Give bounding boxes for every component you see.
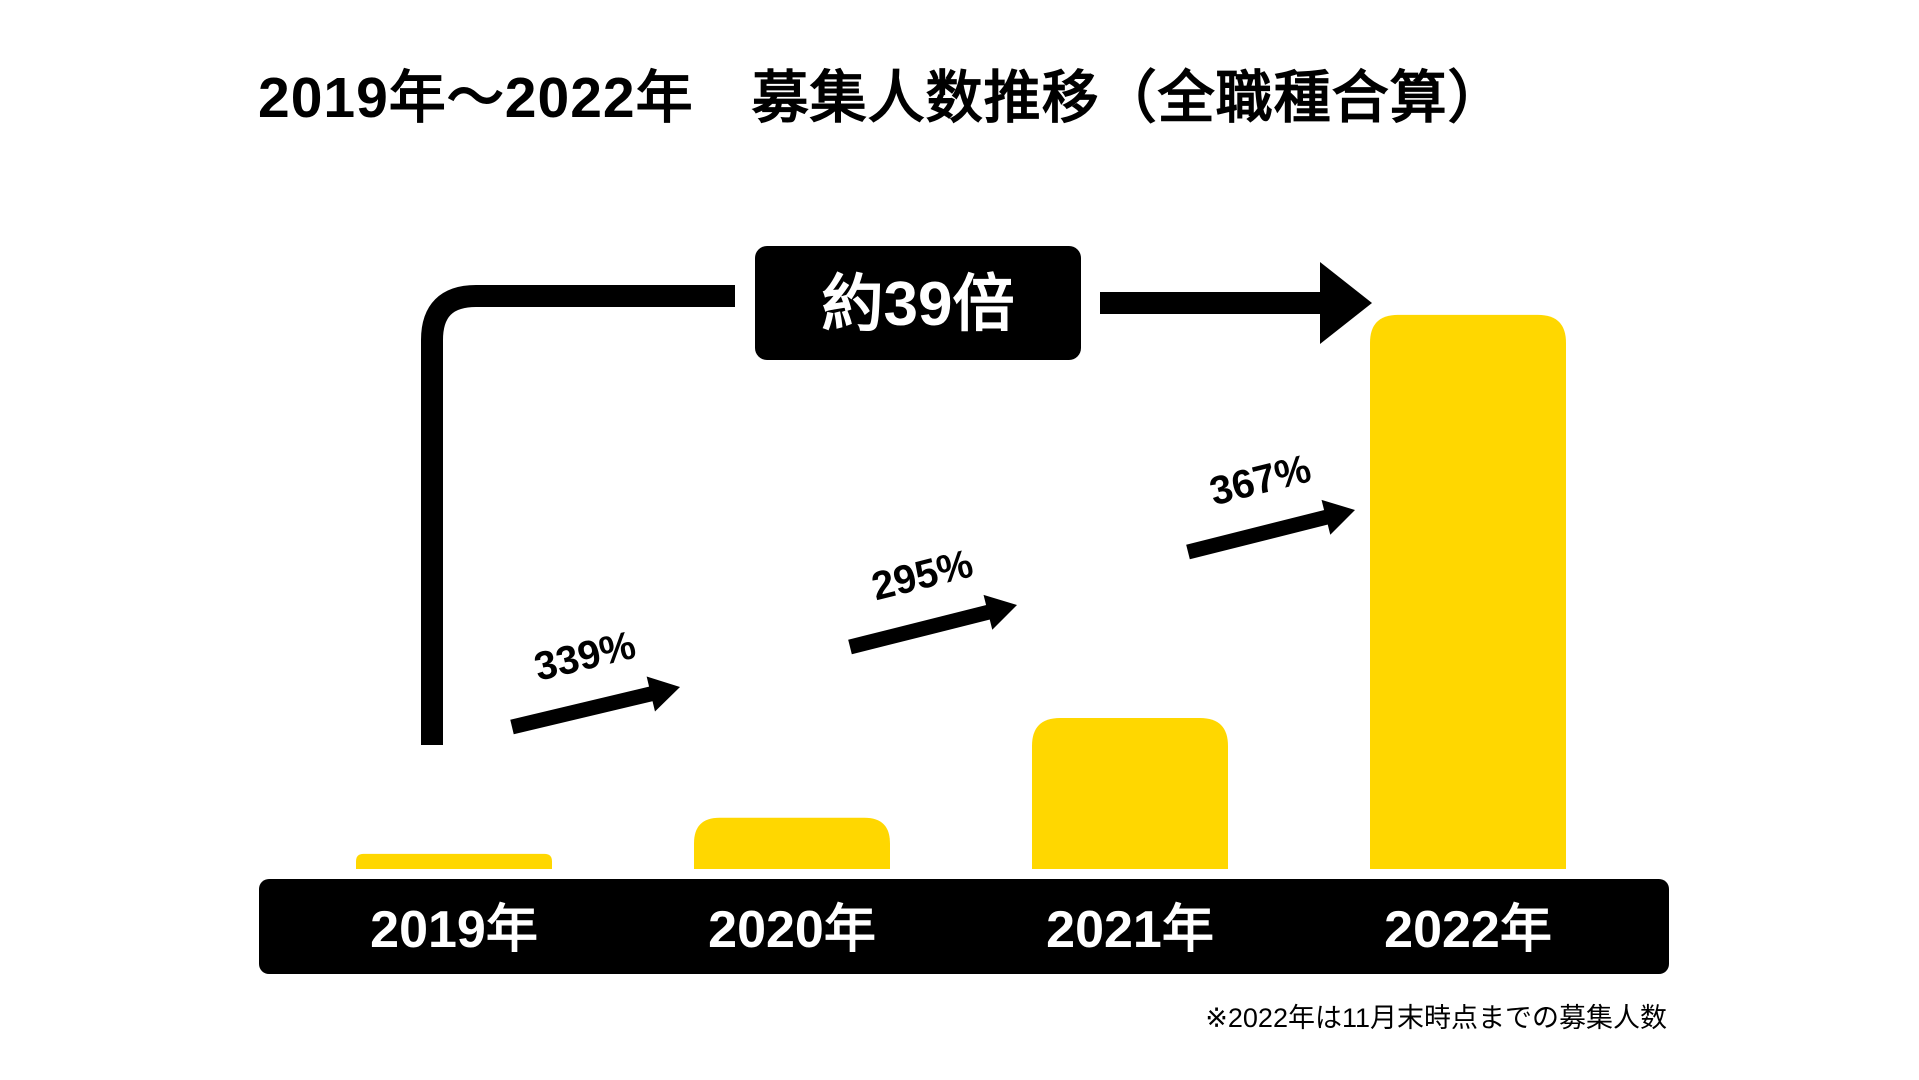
- growth-label: 367%: [1205, 447, 1315, 515]
- growth-arrows-layer: 339% 295% 367%: [510, 447, 1355, 735]
- bar-2019年: [356, 853, 552, 869]
- growth-arrowhead: [983, 594, 1017, 630]
- overall-connector: 約39倍: [421, 246, 1372, 745]
- category-tick-label: 2019年: [370, 901, 538, 959]
- growth-arrowhead: [646, 676, 680, 712]
- bar-2020年: [694, 817, 890, 869]
- chart-title: 2019年～2022年 募集人数推移（全職種合算）: [258, 66, 1506, 130]
- category-tick-label: 2021年: [1046, 901, 1214, 959]
- category-axis-band: [259, 879, 1669, 974]
- category-tick-label: 2020年: [708, 901, 876, 959]
- overall-connector-line: [421, 285, 735, 745]
- growth-label: 339%: [530, 623, 640, 689]
- growth-arrow-shaft: [848, 603, 996, 655]
- bars-layer: [356, 314, 1566, 870]
- footnote: ※2022年は11月末時点までの募集人数: [1205, 1003, 1667, 1033]
- growth-arrow-shaft: [1186, 508, 1334, 560]
- overall-multiplier-box: [755, 246, 1081, 360]
- category-tick-labels: 2019年 2020年 2021年 2022年: [370, 901, 1552, 959]
- growth-label: 295%: [867, 542, 977, 610]
- bar-2022年: [1370, 314, 1566, 870]
- growth-arrow-shaft: [510, 685, 659, 735]
- overall-multiplier-label: 約39倍: [822, 270, 1015, 339]
- bar-2021年: [1032, 718, 1228, 869]
- growth-arrowhead: [1321, 499, 1355, 535]
- category-tick-label: 2022年: [1384, 901, 1552, 959]
- overall-connector-arrowhead: [1320, 262, 1372, 344]
